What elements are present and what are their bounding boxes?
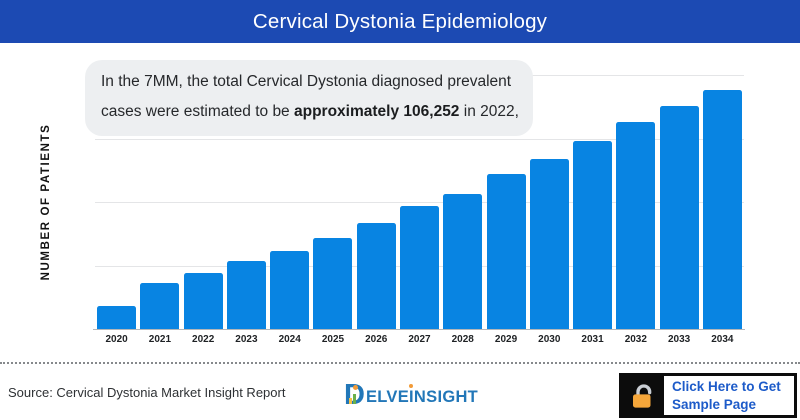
x-tick-label: 2028	[451, 334, 474, 345]
bar-2030	[529, 158, 569, 329]
bar-slot	[95, 75, 138, 329]
bar-slot	[614, 75, 657, 329]
x-tick-label: 2021	[148, 334, 172, 345]
logo-d-icon: D	[344, 381, 365, 410]
x-tick-label: 2034	[711, 334, 734, 345]
bar-2026	[356, 222, 396, 329]
x-tick-label: 2022	[192, 334, 215, 345]
logo-orange-dot-icon	[353, 385, 358, 390]
bar-slot	[441, 75, 484, 329]
logo-green-bar-icon	[353, 394, 356, 404]
cta-text: Click Here to Get Sample Page	[664, 376, 794, 415]
y-axis-label: NUMBER OF PATIENTS	[40, 123, 52, 281]
bars	[95, 75, 744, 329]
x-tick-label: 2026	[365, 334, 388, 345]
bar-2029	[486, 173, 526, 329]
x-axis-line	[93, 329, 745, 330]
bar-slot	[528, 75, 571, 329]
page-title: Cervical Dystonia Epidemiology	[252, 9, 548, 33]
x-tick-label: 2024	[278, 334, 301, 345]
bar-2028	[443, 193, 483, 329]
bar-2024	[270, 251, 310, 329]
x-tick-label: 2023	[235, 334, 258, 345]
logo-i-dot-icon	[409, 384, 414, 388]
x-tick-label: 2031	[581, 334, 604, 345]
source-note: Source: Cervical Dystonia Market Insight…	[8, 385, 286, 400]
bar-slot	[182, 75, 225, 329]
bar-slot	[657, 75, 700, 329]
bar-slot	[225, 75, 268, 329]
get-sample-page-button[interactable]: Click Here to Get Sample Page	[619, 373, 797, 418]
x-tick-label: 2027	[408, 334, 431, 345]
annotation-bubble: In the 7MM, the total Cervical Dystonia …	[85, 60, 533, 136]
bar-slot	[138, 75, 181, 329]
bar-slot	[571, 75, 614, 329]
bar-slot	[398, 75, 441, 329]
unlock-icon	[633, 383, 652, 408]
x-tick-label: 2030	[538, 334, 561, 345]
x-tick-label: 2032	[624, 334, 647, 345]
title-bar: Cervical Dystonia Epidemiology	[0, 0, 800, 43]
bar-2020	[97, 305, 137, 329]
logo-yellow-bar-icon	[349, 398, 352, 404]
x-tick-label: 2029	[494, 334, 518, 345]
bar-2021	[140, 282, 180, 329]
x-labels: 2020 2021 2022 2023 2024 2025 2026 2027 2028 2029…	[95, 334, 744, 345]
bar-slot	[484, 75, 527, 329]
bar-slot	[355, 75, 398, 329]
bar-slot	[311, 75, 354, 329]
cta-line-2: Sample Page	[672, 396, 757, 412]
gridline	[95, 138, 744, 140]
bar-2023	[226, 260, 266, 329]
bar-2033	[659, 106, 699, 329]
x-tick-label: 2020	[105, 334, 128, 345]
bar-chart	[93, 75, 745, 330]
bar-2022	[183, 272, 223, 329]
x-tick-label: 2025	[321, 334, 345, 345]
bar-2027	[399, 206, 439, 329]
bar-2034	[702, 90, 742, 329]
bar-2025	[313, 237, 353, 329]
bar-2031	[573, 141, 613, 329]
annotation-line-1: In the 7MM, the total Cervical Dystonia …	[101, 73, 512, 90]
bar-2032	[616, 122, 656, 329]
footer: Source: Cervical Dystonia Market Insight…	[0, 362, 800, 420]
annotation-line-2: cases were estimated to be approximately…	[101, 103, 519, 120]
bar-slot	[701, 75, 744, 329]
x-tick-label: 2033	[667, 334, 691, 345]
lock-panel	[622, 376, 664, 415]
logo-wordmark: ELVE INSIGHT	[366, 384, 478, 408]
gridline	[95, 202, 744, 203]
bar-slot	[268, 75, 311, 329]
cta-line-1: Click Here to Get	[672, 378, 781, 394]
